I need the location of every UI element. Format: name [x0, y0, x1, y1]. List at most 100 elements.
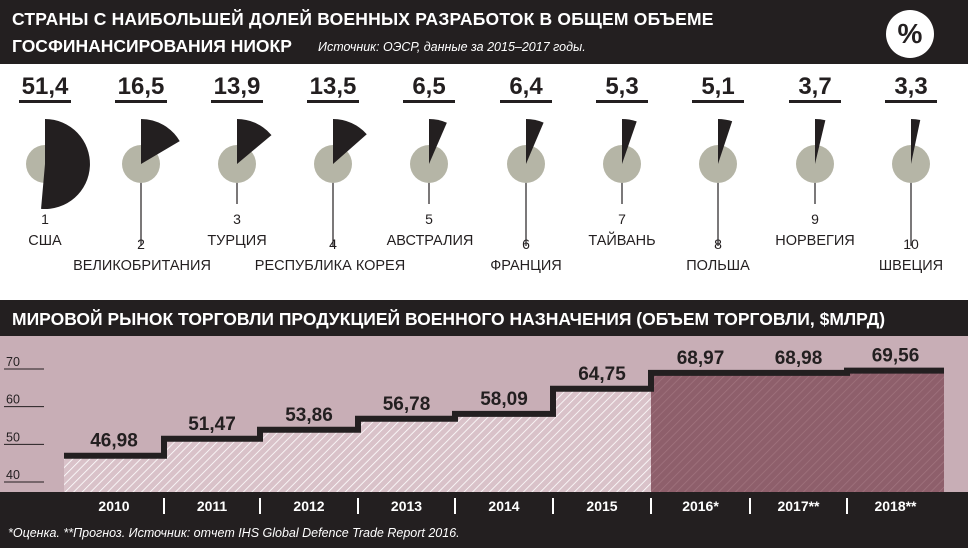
chart-title-line1: СТРАНЫ С НАИБОЛЬШЕЙ ДОЛЕЙ ВОЕННЫХ РАЗРАБ… — [12, 9, 714, 29]
step-fill — [750, 372, 847, 492]
chart-title-line2: ГОСФИНАНСИРОВАНИЯ НИОКР — [12, 36, 292, 56]
percent-badge: % — [886, 10, 934, 58]
rank-label: 8 — [714, 236, 722, 252]
country-item: 5,1 8 ПОЛЬША — [686, 73, 750, 274]
step-fill — [455, 413, 553, 492]
x-tick-label: 2014 — [488, 498, 519, 514]
value-underline — [500, 100, 552, 103]
step-fill — [358, 418, 455, 492]
y-tick-label: 60 — [6, 393, 20, 407]
step-fill — [260, 429, 358, 492]
x-tick-label: 2012 — [293, 498, 324, 514]
top-header: СТРАНЫ С НАИБОЛЬШЕЙ ДОЛЕЙ ВОЕННЫХ РАЗРАБ… — [0, 0, 968, 64]
value-label: 51,47 — [188, 414, 236, 435]
rank-label: 7 — [618, 211, 626, 227]
country-item: 6,4 6 ФРАНЦИЯ — [490, 73, 562, 274]
share-sector — [141, 119, 180, 164]
value-underline — [885, 100, 937, 103]
x-tick-label: 2010 — [98, 498, 129, 514]
country-label: ШВЕЦИЯ — [879, 258, 943, 274]
x-axis-band — [0, 492, 968, 520]
share-sector — [622, 119, 637, 164]
country-item: 51,4 1 США — [19, 73, 90, 249]
share-sector — [815, 119, 826, 164]
country-label: НОРВЕГИЯ — [775, 233, 855, 249]
share-sector — [526, 119, 544, 164]
country-label: ФРАНЦИЯ — [490, 258, 562, 274]
value-label: 3,7 — [798, 73, 831, 100]
value-label: 5,3 — [605, 73, 638, 100]
share-sector — [429, 119, 447, 164]
country-item: 16,5 2 ВЕЛИКОБРИТАНИЯ — [73, 73, 211, 274]
value-label: 58,09 — [480, 389, 528, 410]
value-underline — [596, 100, 648, 103]
trade-volume-chart: 40 50 60 70 46,98 51,47 53,86 56,78 58,09 64,75 68… — [0, 336, 968, 520]
value-label: 46,98 — [90, 431, 138, 452]
value-underline — [789, 100, 841, 103]
share-sector — [237, 119, 272, 164]
step-fill — [847, 370, 944, 492]
section2-title: МИРОВОЙ РЫНОК ТОРГОВЛИ ПРОДУКЦИЕЙ ВОЕННО… — [12, 309, 886, 329]
share-sector — [911, 119, 921, 164]
value-label: 69,56 — [872, 346, 920, 367]
value-label: 68,98 — [775, 348, 823, 369]
share-sector — [41, 119, 90, 209]
value-label: 51,4 — [22, 73, 69, 100]
value-label: 56,78 — [383, 394, 431, 415]
x-tick-label: 2015 — [586, 498, 617, 514]
value-label: 13,5 — [310, 73, 357, 100]
x-tick-label: 2011 — [197, 498, 228, 514]
country-label: АВСТРАЛИЯ — [387, 233, 474, 249]
step-fill — [651, 372, 750, 492]
step-fill — [553, 388, 651, 492]
rank-label: 2 — [137, 236, 145, 252]
value-underline — [307, 100, 359, 103]
rank-label: 1 — [41, 211, 49, 227]
value-label: 64,75 — [578, 364, 626, 385]
value-label: 5,1 — [701, 73, 734, 100]
x-tick-label: 2016* — [682, 498, 719, 514]
y-tick-label: 70 — [6, 355, 20, 369]
y-tick-label: 40 — [6, 468, 20, 482]
country-item: 13,9 3 ТУРЦИЯ — [207, 73, 272, 249]
value-label: 13,9 — [214, 73, 261, 100]
step-line — [64, 367, 944, 459]
rank-label: 9 — [811, 211, 819, 227]
share-sector — [333, 119, 367, 164]
x-tick-label: 2018** — [874, 498, 917, 514]
value-label: 6,4 — [509, 73, 543, 100]
step-fill — [164, 438, 260, 492]
country-share-chart: 51,41США16,52ВЕЛИКОБРИТАНИЯ13,93ТУРЦИЯ13… — [19, 73, 943, 274]
x-tick-label: 2013 — [391, 498, 422, 514]
section2-header: МИРОВОЙ РЫНОК ТОРГОВЛИ ПРОДУКЦИЕЙ ВОЕННО… — [0, 300, 968, 336]
country-item: 3,3 10 ШВЕЦИЯ — [879, 73, 943, 274]
step-fill — [64, 455, 164, 492]
value-underline — [115, 100, 167, 103]
value-label: 16,5 — [118, 73, 165, 100]
country-label: ВЕЛИКОБРИТАНИЯ — [73, 258, 211, 274]
rank-label: 10 — [903, 236, 919, 252]
country-label: РЕСПУБЛИКА КОРЕЯ — [255, 258, 405, 274]
country-item: 5,3 7 ТАЙВАНЬ — [588, 73, 655, 249]
country-label: США — [28, 233, 62, 249]
y-tick-label: 50 — [6, 430, 20, 444]
rank-label: 5 — [425, 211, 433, 227]
value-underline — [403, 100, 455, 103]
country-label: ПОЛЬША — [686, 258, 750, 274]
rank-label: 3 — [233, 211, 241, 227]
value-underline — [211, 100, 263, 103]
country-item: 3,7 9 НОРВЕГИЯ — [775, 73, 855, 249]
country-label: ТУРЦИЯ — [207, 233, 266, 249]
footer: *Оценка. **Прогноз. Источник: отчет IHS … — [0, 520, 968, 548]
footnote: *Оценка. **Прогноз. Источник: отчет IHS … — [8, 526, 460, 540]
chart-source: Источник: ОЭСР, данные за 2015–2017 годы… — [318, 40, 586, 54]
value-underline — [692, 100, 744, 103]
country-item: 6,5 5 АВСТРАЛИЯ — [387, 73, 474, 249]
rank-label: 6 — [522, 236, 530, 252]
value-label: 68,97 — [677, 348, 725, 369]
value-label: 53,86 — [285, 405, 333, 426]
value-underline — [19, 100, 71, 103]
country-label: ТАЙВАНЬ — [588, 231, 655, 249]
country-item: 13,5 4 РЕСПУБЛИКА КОРЕЯ — [255, 73, 405, 274]
rank-label: 4 — [329, 236, 337, 252]
